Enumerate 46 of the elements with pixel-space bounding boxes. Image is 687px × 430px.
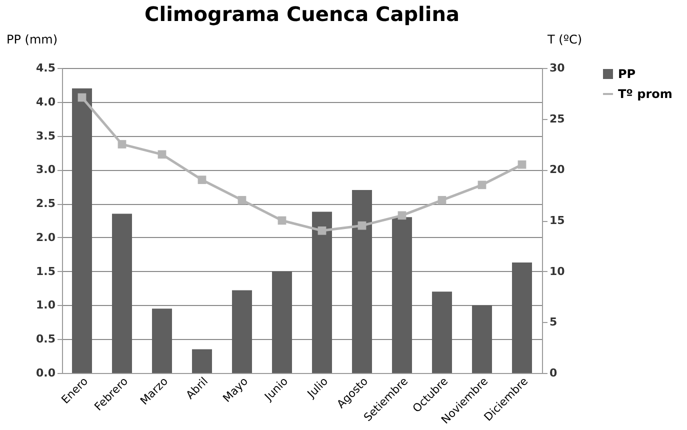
point	[238, 196, 246, 204]
bar	[112, 214, 132, 373]
bar	[512, 262, 532, 373]
point	[158, 150, 166, 159]
bar	[472, 305, 492, 373]
y2-tick-label: 25	[550, 112, 565, 126]
y2-tick-label: 15	[550, 214, 565, 227]
y2-tick-label: 30	[550, 62, 566, 74]
y-tick-label: 4.0	[36, 95, 56, 108]
bar	[192, 349, 212, 373]
y2-tick-label: 10	[550, 264, 566, 278]
point	[478, 180, 486, 190]
bar	[272, 271, 292, 373]
bar	[232, 290, 252, 373]
y-tick-label: 3.0	[36, 163, 56, 176]
bar	[392, 217, 412, 373]
y2-tick-label: 5	[550, 316, 558, 329]
bar	[432, 292, 452, 373]
y-tick-label: 1.5	[36, 264, 56, 278]
point	[278, 216, 286, 225]
point	[398, 211, 406, 220]
point	[78, 93, 86, 102]
y-tick-label: 3.5	[36, 129, 56, 142]
y2-tick-label: 20	[550, 163, 566, 176]
y-tick-label: 0.5	[36, 332, 56, 346]
legend-label: Tº prom	[618, 87, 672, 101]
point	[358, 221, 366, 230]
y-tick-label: 1.0	[36, 298, 56, 312]
point	[118, 140, 126, 148]
point	[518, 160, 526, 169]
y2-tick-label: 0	[550, 366, 558, 380]
bar	[152, 308, 172, 373]
point	[438, 196, 446, 204]
y-axis-title: PP (mm)	[6, 32, 58, 46]
y2-axis-title: T (ºC)	[546, 32, 582, 46]
y-tick-label: 0.0	[36, 366, 56, 380]
bar	[352, 190, 372, 373]
y-tick-label: 2.5	[36, 197, 56, 210]
bar	[72, 88, 92, 373]
y-tick-label: 2.0	[36, 230, 56, 244]
chart-title: Climograma Cuenca Caplina	[144, 2, 460, 26]
point	[198, 176, 206, 184]
bar	[312, 212, 332, 373]
point	[318, 226, 326, 235]
legend-label: PP	[618, 67, 636, 81]
y-tick-label: 4.5	[36, 62, 56, 74]
